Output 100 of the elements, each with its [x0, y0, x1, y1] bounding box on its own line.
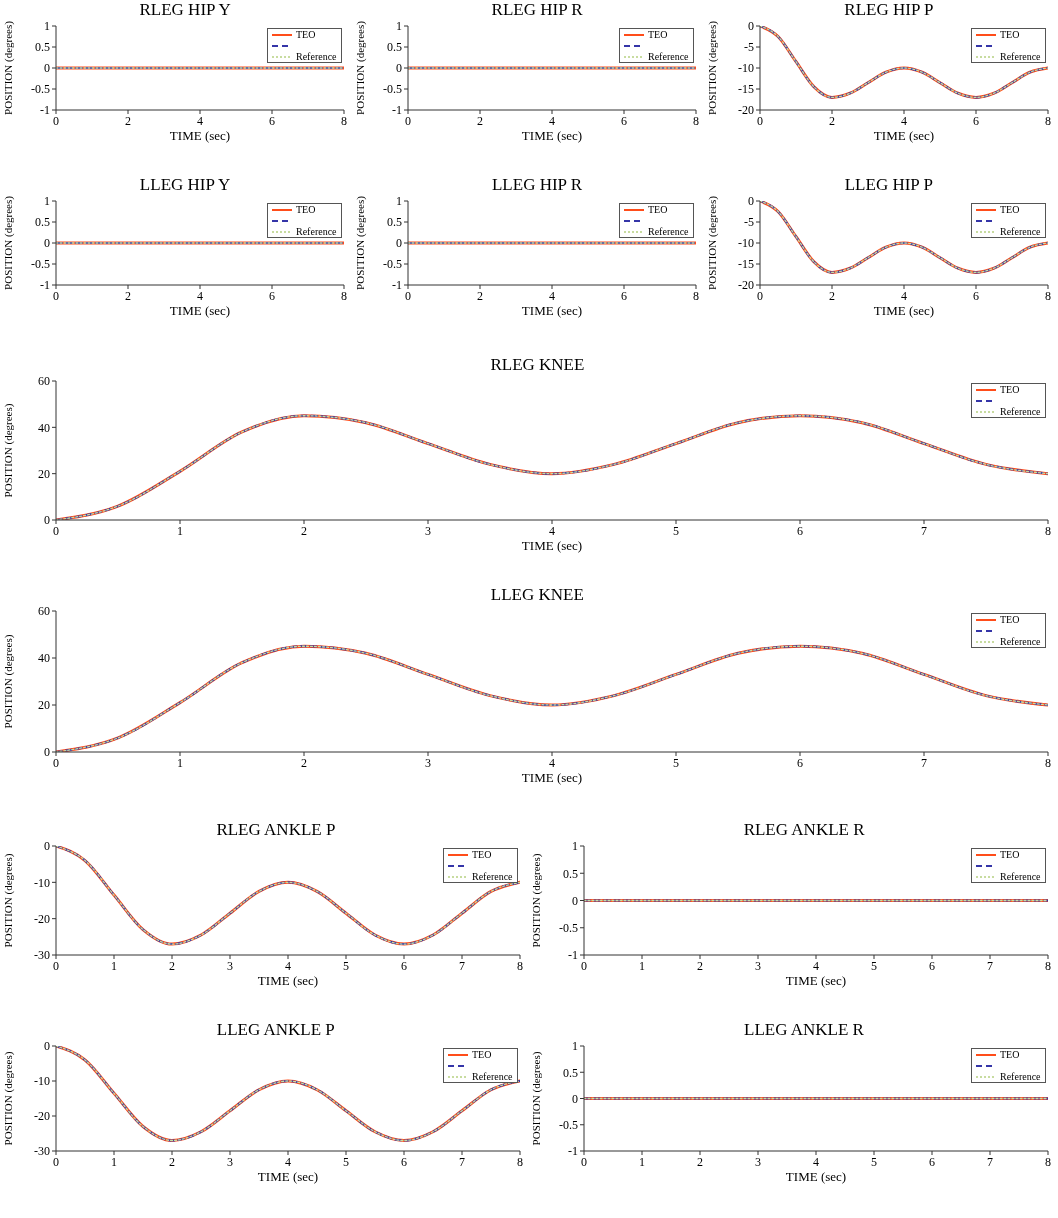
y-tick-label: 0 [748, 19, 754, 34]
x-tick-label: 3 [425, 523, 431, 538]
y-tick-label: 0.5 [387, 40, 402, 55]
y-axis-title: POSITION (degrees) [529, 853, 543, 948]
x-tick-label: 2 [829, 288, 835, 303]
x-tick-label: 2 [477, 288, 483, 303]
legend-label: TEO [472, 849, 493, 860]
y-tick-label: -30 [34, 1144, 50, 1159]
y-tick-label: 0.5 [387, 215, 402, 230]
x-tick-label: 8 [517, 1154, 523, 1169]
legend-label: TEO [296, 204, 317, 215]
x-tick-label: 6 [929, 1154, 935, 1169]
legend-label: Reference [1000, 51, 1042, 62]
x-axis-title: TIME (sec) [873, 303, 935, 318]
x-tick-label: 4 [813, 958, 819, 973]
y-axis-title: POSITION (degrees) [1, 403, 15, 498]
x-tick-label: 6 [401, 958, 407, 973]
y-tick-label: -1 [568, 948, 578, 963]
x-axis-title: TIME (sec) [521, 128, 583, 143]
y-tick-label: 0 [44, 513, 50, 528]
x-tick-label: 8 [1045, 288, 1051, 303]
x-tick-label: 4 [197, 288, 203, 303]
x-tick-label: 5 [343, 958, 349, 973]
y-tick-label: -10 [34, 1074, 50, 1089]
y-tick-label: 1 [44, 194, 50, 209]
legend-label: Reference [296, 51, 338, 62]
x-tick-label: 1 [111, 1154, 117, 1169]
y-tick-label: 0 [748, 194, 754, 209]
x-tick-label: 5 [673, 523, 679, 538]
y-tick-label: -15 [738, 257, 754, 272]
x-axis-title: TIME (sec) [521, 770, 583, 785]
x-tick-label: 3 [755, 1154, 761, 1169]
y-tick-label: 0 [44, 61, 50, 76]
x-tick-label: 7 [987, 1154, 993, 1169]
y-tick-label: -1 [40, 103, 50, 118]
x-tick-label: 3 [227, 958, 233, 973]
legend-label: Reference [472, 871, 514, 882]
y-tick-label: 20 [38, 698, 50, 713]
x-tick-label: 6 [401, 1154, 407, 1169]
legend-label: TEO [1000, 614, 1021, 625]
legend-label: Reference [1000, 871, 1042, 882]
x-axis-title: TIME (sec) [785, 1169, 847, 1184]
y-axis-title: POSITION (degrees) [353, 195, 367, 290]
y-tick-label: -30 [34, 948, 50, 963]
x-tick-label: 1 [177, 523, 183, 538]
x-tick-label: 4 [901, 288, 907, 303]
legend-label: TEO [1000, 1049, 1021, 1060]
y-tick-label: -10 [34, 875, 50, 890]
x-tick-label: 4 [813, 1154, 819, 1169]
x-tick-label: 8 [517, 958, 523, 973]
y-tick-label: 0 [572, 1091, 578, 1106]
y-tick-label: -20 [738, 103, 754, 118]
y-axis-title: POSITION (degrees) [1, 634, 15, 729]
x-tick-label: 3 [755, 958, 761, 973]
x-tick-label: 4 [285, 958, 291, 973]
legend-label: Reference [648, 226, 690, 237]
x-tick-label: 8 [1045, 755, 1051, 770]
legend-label: TEO [472, 1049, 493, 1060]
x-tick-label: 8 [341, 288, 347, 303]
y-tick-label: -20 [34, 1109, 50, 1124]
y-tick-label: -0.5 [383, 257, 402, 272]
x-tick-label: 6 [973, 288, 979, 303]
x-tick-label: 6 [929, 958, 935, 973]
chart-title: LLEG HIP Y [139, 175, 231, 195]
x-tick-label: 2 [697, 1154, 703, 1169]
y-tick-label: -10 [738, 236, 754, 251]
x-tick-label: 7 [987, 958, 993, 973]
x-axis-title: TIME (sec) [169, 128, 231, 143]
y-tick-label: -20 [34, 911, 50, 926]
x-tick-label: 6 [973, 113, 979, 128]
y-tick-label: 40 [38, 420, 50, 435]
x-tick-label: 2 [829, 113, 835, 128]
x-tick-label: 8 [693, 113, 699, 128]
y-tick-label: -0.5 [559, 1118, 578, 1133]
chart-title: RLEG HIP P [844, 0, 934, 20]
y-axis-title: POSITION (degrees) [705, 195, 719, 290]
y-tick-label: 1 [396, 194, 402, 209]
chart-title: LLEG HIP R [491, 175, 583, 195]
y-tick-label: -1 [392, 278, 402, 293]
legend-label: TEO [1000, 849, 1021, 860]
y-tick-label: 0 [44, 236, 50, 251]
x-tick-label: 6 [797, 523, 803, 538]
x-tick-label: 4 [285, 1154, 291, 1169]
legend-label: Reference [648, 51, 690, 62]
y-tick-label: 1 [396, 19, 402, 34]
x-tick-label: 2 [125, 288, 131, 303]
x-tick-label: 2 [125, 113, 131, 128]
y-axis-title: POSITION (degrees) [705, 20, 719, 115]
y-tick-label: -1 [568, 1144, 578, 1159]
y-tick-label: 60 [38, 374, 50, 389]
legend-label: Reference [1000, 226, 1042, 237]
y-tick-label: -15 [738, 82, 754, 97]
x-tick-label: 1 [111, 958, 117, 973]
y-tick-label: 20 [38, 466, 50, 481]
x-tick-label: 8 [341, 113, 347, 128]
x-tick-label: 2 [697, 958, 703, 973]
legend-label: TEO [1000, 204, 1021, 215]
x-tick-label: 3 [425, 755, 431, 770]
y-tick-label: -0.5 [31, 257, 50, 272]
x-axis-title: TIME (sec) [873, 128, 935, 143]
